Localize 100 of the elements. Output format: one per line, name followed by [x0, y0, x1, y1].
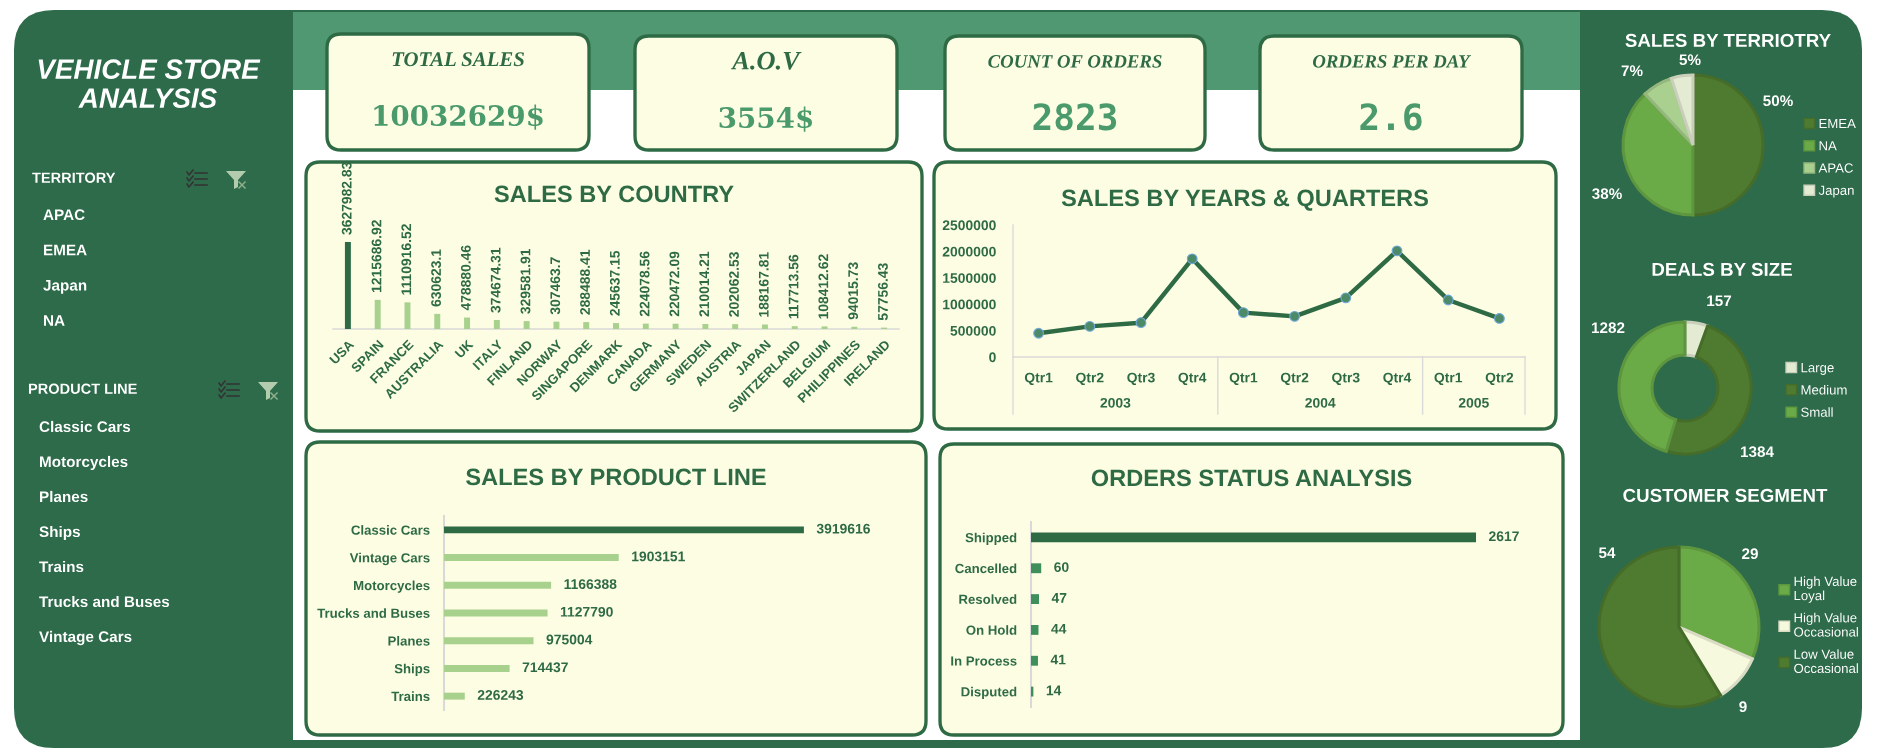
- data-label: 57756.43: [878, 263, 888, 321]
- data-label: 1127790: [560, 606, 613, 617]
- bar: [444, 554, 619, 562]
- point: [1391, 245, 1403, 257]
- point: [1135, 317, 1147, 329]
- text: 2823: [1033, 103, 1117, 131]
- data-label: 5%: [1679, 54, 1701, 66]
- point: [1084, 320, 1096, 332]
- y-tick-label: 1500000: [943, 273, 996, 283]
- bar: [672, 323, 679, 329]
- text: 10032629$: [374, 104, 543, 130]
- y-tick-label: Vintage Cars: [349, 552, 430, 566]
- x-tick-label: Qtr2: [1076, 372, 1104, 386]
- bar: [444, 581, 552, 589]
- legend-label: NA: [1819, 141, 1837, 151]
- x-tick-label: Qtr1: [1229, 372, 1258, 386]
- data-label: 220472.09: [669, 251, 680, 317]
- text: TOTAL SALES: [392, 52, 524, 67]
- data-label: 1110916.52: [401, 224, 412, 295]
- text: Motorcycles: [40, 455, 128, 471]
- data-label: 1166388: [564, 579, 617, 590]
- text: 2003: [1100, 397, 1131, 408]
- y-tick-label: Ships: [394, 663, 430, 676]
- chart-title: ORDERS STATUS ANALYSIS: [1091, 469, 1412, 487]
- data-label: 714437: [522, 662, 568, 673]
- data-label: 202062.53: [729, 252, 739, 317]
- data-label: 41: [1050, 654, 1066, 665]
- data-label: 38%: [1592, 188, 1622, 200]
- data-label: 1215686.92: [371, 220, 382, 293]
- data-label: 7%: [1621, 65, 1643, 77]
- point: [1289, 310, 1301, 322]
- x-tick-label: Qtr4: [1383, 372, 1412, 386]
- text: EMEA: [44, 244, 87, 256]
- text: A.O.V: [730, 51, 802, 70]
- text: TERRITORY: [32, 172, 116, 183]
- point: [1442, 294, 1454, 306]
- chart-title: SALES BY COUNTRY: [494, 185, 734, 203]
- point: [1237, 307, 1249, 319]
- data-label: 630623.1: [431, 249, 442, 307]
- text: VEHICLE STORE ANALYSIS: [38, 59, 261, 108]
- bar: [444, 664, 510, 672]
- legend-label: Japan: [1818, 185, 1854, 198]
- point: [1186, 253, 1198, 265]
- data-label: 288488.41: [580, 249, 590, 315]
- y-tick-label: Disputed: [961, 686, 1017, 700]
- x-tick-label: Qtr1: [1434, 372, 1463, 386]
- chart-title: CUSTOMER SEGMENT: [1623, 488, 1828, 503]
- data-label: 157: [1707, 295, 1732, 307]
- data-label: 47: [1051, 593, 1067, 603]
- legend-label: High Value Loyal: [1794, 576, 1857, 603]
- bar: [444, 526, 804, 534]
- text: Planes: [40, 490, 88, 503]
- point: [1493, 313, 1505, 324]
- legend-label: EMEA: [1819, 118, 1856, 129]
- legend-label: Large: [1801, 363, 1834, 375]
- y-tick-label: 2000000: [942, 246, 996, 257]
- text: Japan: [43, 280, 87, 294]
- data-label: 60: [1054, 562, 1069, 572]
- bar: [1031, 594, 1039, 605]
- data-label: 329581.91: [520, 248, 531, 314]
- bar: [1031, 563, 1042, 574]
- pie-slice: [1691, 73, 1765, 217]
- x-tick-label: UK: [454, 339, 474, 359]
- bar: [374, 299, 381, 329]
- y-tick-label: In Process: [951, 656, 1017, 666]
- bar: [444, 692, 465, 700]
- data-label: 1282: [1591, 322, 1625, 334]
- legend-label: High Value Occasional: [1794, 612, 1858, 637]
- bar: [523, 321, 530, 329]
- legend-label: Small: [1801, 407, 1833, 417]
- text: Trucks and Buses: [39, 595, 170, 608]
- pie-slice: [1669, 73, 1695, 147]
- data-label: 224078.56: [639, 251, 650, 317]
- y-tick-label: Planes: [388, 635, 430, 646]
- data-label: 14: [1046, 685, 1062, 696]
- y-tick-label: On Hold: [966, 625, 1017, 635]
- data-label: 245637.15: [609, 250, 620, 316]
- y-tick-label: Resolved: [959, 594, 1017, 604]
- pie-slice: [1597, 545, 1723, 709]
- legend-label: Low Value Occasional: [1794, 649, 1858, 674]
- data-label: 50%: [1763, 95, 1793, 107]
- point: [1033, 327, 1045, 339]
- text: NA: [44, 315, 65, 326]
- y-tick-label: 2500000: [942, 220, 996, 231]
- pie-slice: [1621, 92, 1695, 217]
- data-label: 210014.21: [699, 251, 710, 317]
- y-tick-label: Trains: [391, 691, 430, 702]
- data-label: 975004: [546, 634, 593, 645]
- bar: [761, 324, 768, 329]
- y-tick-label: 500000: [950, 325, 996, 336]
- legend-label: Medium: [1801, 384, 1847, 395]
- data-label: 226243: [477, 690, 524, 700]
- bar: [791, 326, 798, 329]
- y-tick-label: 0: [989, 352, 996, 363]
- legend-label: APAC: [1818, 163, 1853, 173]
- y-tick-label: Cancelled: [955, 563, 1017, 574]
- data-label: 108412.62: [818, 254, 829, 319]
- text: Ships: [39, 525, 80, 541]
- text: 3554$: [719, 106, 813, 132]
- text: 2004: [1305, 397, 1336, 408]
